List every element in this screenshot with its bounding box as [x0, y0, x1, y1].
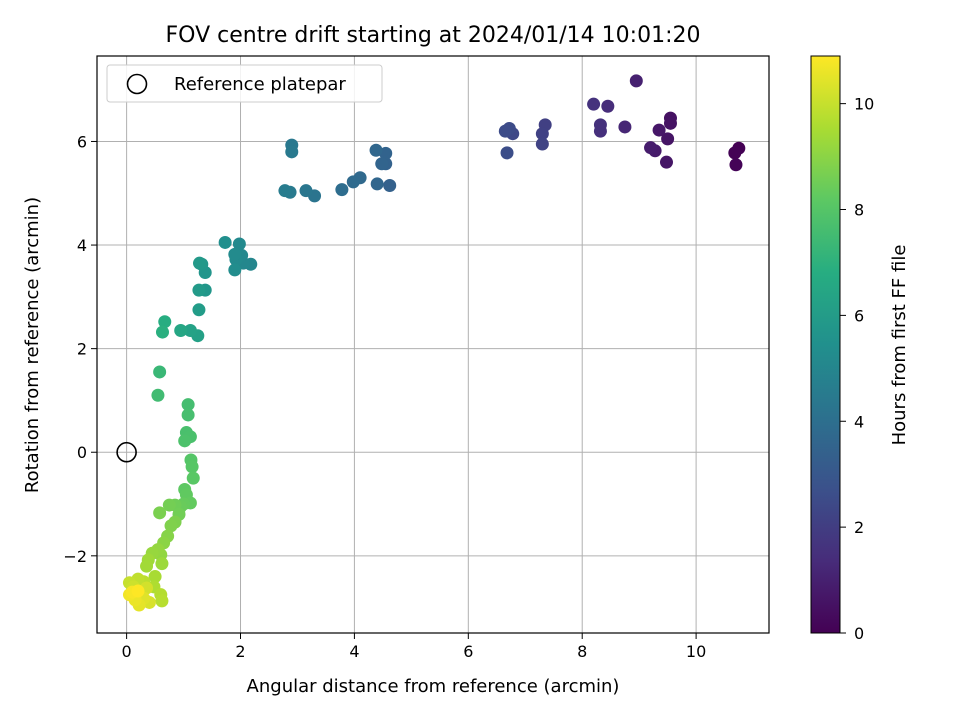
data-point [593, 118, 607, 132]
y-axis-label: Rotation from reference (arcmin) [22, 197, 43, 493]
chart-title: FOV centre drift starting at 2024/01/14 … [166, 23, 701, 48]
data-point [218, 235, 232, 249]
reference-platepar-marker [116, 441, 137, 463]
data-point [232, 237, 246, 251]
data-point [158, 315, 172, 329]
data-point [535, 127, 549, 141]
data-point [153, 506, 167, 520]
x-tick-label: 0 [122, 642, 132, 661]
y-tick-label: 6 [77, 132, 87, 151]
data-point [346, 175, 360, 189]
x-tick-label: 4 [349, 642, 359, 661]
data-point [652, 123, 666, 137]
colorbar-tick-label: 8 [854, 201, 864, 220]
data-point [285, 145, 299, 159]
data-point [155, 325, 169, 339]
legend-reference-icon [126, 73, 148, 95]
data-point [729, 158, 743, 172]
legend-box [106, 64, 383, 103]
data-point [192, 283, 206, 297]
y-tick-label: 4 [77, 236, 87, 255]
colorbar-label: Hours from first FF file [889, 245, 910, 446]
data-point [383, 178, 397, 192]
data-point [181, 398, 195, 412]
data-point [181, 408, 195, 422]
colorbar-tick-label: 0 [854, 624, 864, 643]
data-point [185, 460, 199, 474]
axis-ticks: 0 2 4 6 8 10 −2 0 2 4 6 [63, 132, 706, 661]
data-point [164, 519, 178, 533]
data-point [193, 256, 207, 270]
x-tick-label: 8 [577, 642, 587, 661]
colorbar-tick-label: 4 [854, 412, 864, 431]
data-point [663, 116, 677, 130]
data-point [535, 137, 549, 151]
data-point [299, 184, 313, 198]
data-point [587, 97, 601, 111]
data-point [500, 146, 514, 160]
data-point [728, 146, 742, 160]
colorbar-ticks: 0 2 4 6 8 10 [840, 95, 874, 643]
data-point [369, 143, 383, 157]
y-tick-label: 2 [77, 340, 87, 359]
data-point [140, 559, 154, 573]
data-point [601, 99, 615, 113]
data-point [186, 471, 200, 485]
data-point [174, 324, 188, 338]
data-point [178, 434, 192, 448]
data-point [162, 498, 176, 512]
data-point [131, 584, 145, 598]
data-point [228, 263, 242, 277]
data-point [659, 155, 673, 169]
x-tick-label: 2 [235, 642, 245, 661]
plot-frame [96, 55, 770, 634]
data-point [644, 141, 658, 155]
y-tick-label: −2 [63, 547, 87, 566]
legend: Reference platepar [106, 64, 383, 103]
colorbar-tick-label: 10 [854, 95, 874, 114]
data-point [183, 324, 197, 338]
data-point [148, 570, 162, 584]
data-point [498, 124, 512, 138]
data-point [153, 365, 167, 379]
x-tick-label: 6 [463, 642, 473, 661]
data-point [228, 247, 242, 261]
data-point [155, 557, 169, 571]
data-point [335, 183, 349, 197]
legend-entry-reference: Reference platepar [174, 74, 346, 95]
data-point [192, 303, 206, 317]
x-axis-label: Angular distance from reference (arcmin) [247, 676, 620, 697]
data-points [122, 74, 746, 612]
data-point [375, 157, 389, 171]
colorbar-tick-label: 6 [854, 306, 864, 325]
data-point [155, 594, 169, 608]
data-point [661, 132, 675, 146]
data-point [151, 388, 165, 402]
data-point [629, 74, 643, 88]
data-point [370, 177, 384, 191]
grid [97, 56, 769, 633]
data-point [278, 184, 292, 198]
colorbar-tick-label: 2 [854, 518, 864, 537]
data-point [618, 120, 632, 134]
y-tick-label: 0 [77, 443, 87, 462]
x-tick-label: 10 [686, 642, 706, 661]
colorbar [810, 55, 841, 634]
